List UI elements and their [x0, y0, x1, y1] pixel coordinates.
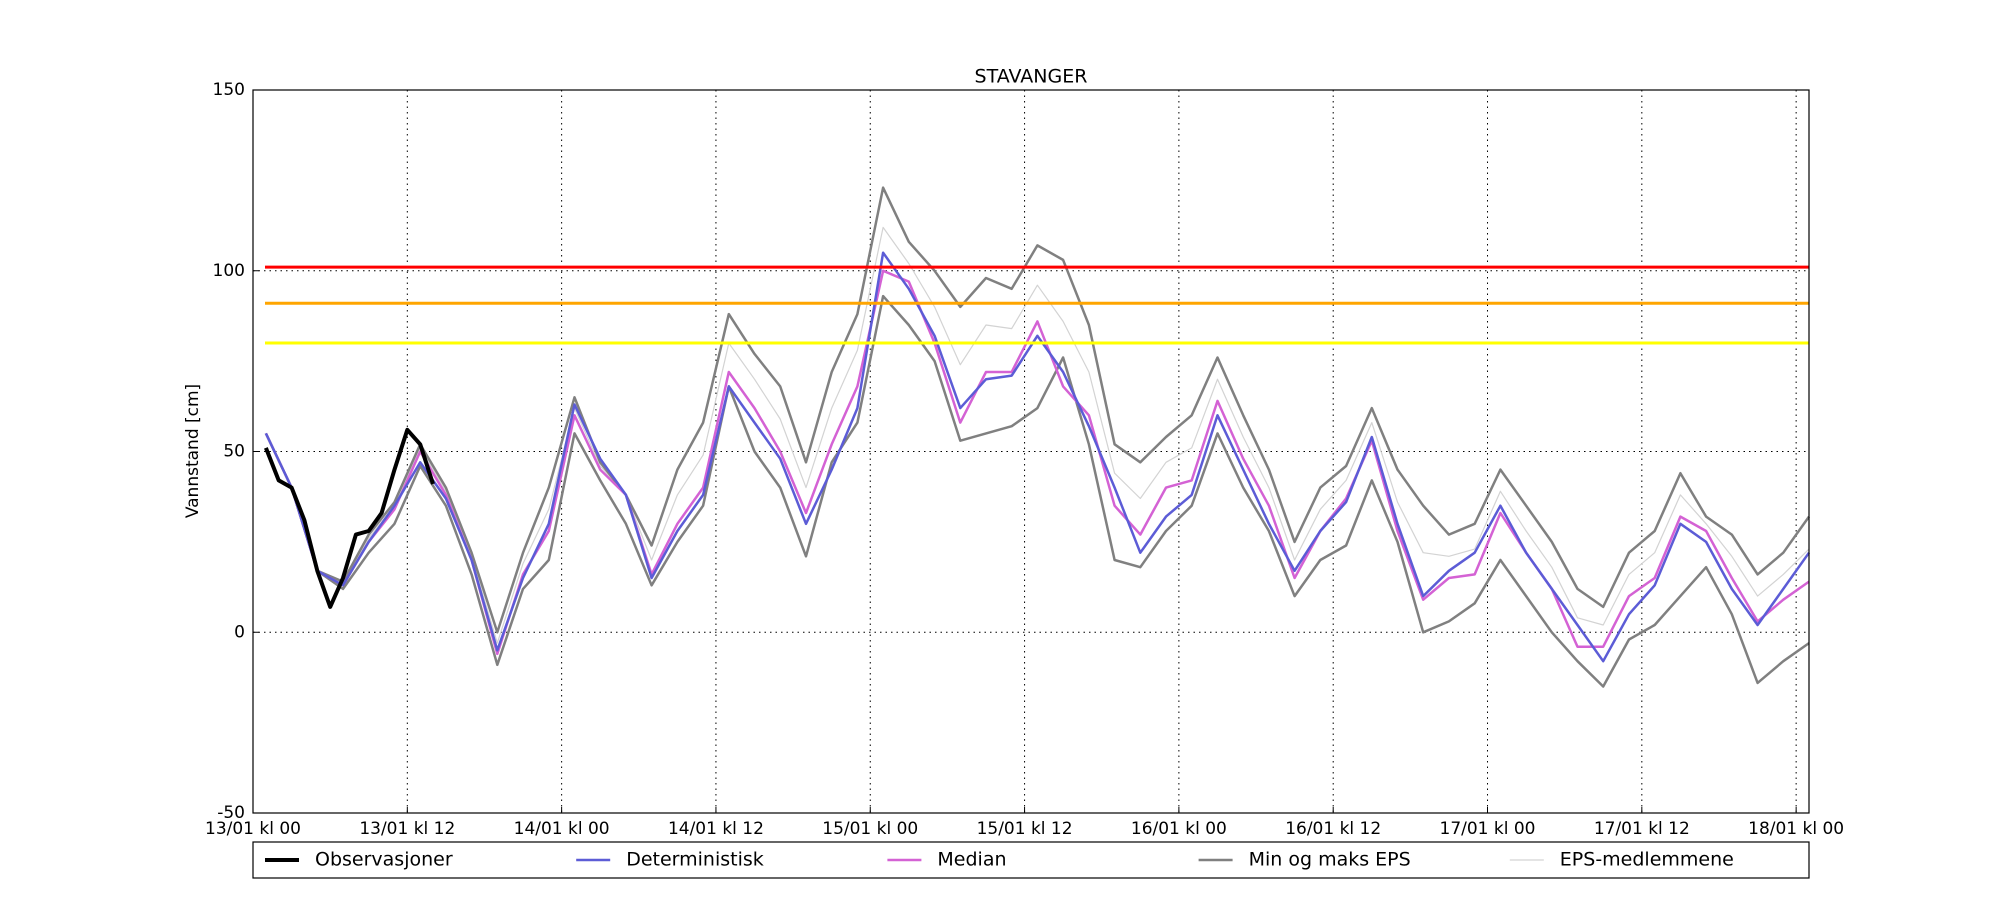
- x-tick-label: 16/01 kl 12: [1285, 819, 1381, 839]
- x-tick-label: 15/01 kl 12: [977, 819, 1073, 839]
- x-tick-label: 16/01 kl 00: [1131, 819, 1227, 839]
- max-line: [264, 186, 1811, 634]
- series-line: [264, 427, 435, 609]
- legend-label: Median: [937, 849, 1006, 871]
- legend-label: EPS-medlemmene: [1560, 849, 1734, 871]
- plot-frame: [252, 89, 1810, 814]
- y-tick-label: 100: [213, 261, 245, 281]
- legend-label: Observasjoner: [315, 849, 453, 871]
- x-tick-label: 17/01 kl 00: [1440, 819, 1536, 839]
- y-tick-label: 0: [234, 622, 245, 642]
- series-line: [265, 226, 1810, 644]
- x-tick-label: 17/01 kl 12: [1594, 819, 1690, 839]
- min-line: [264, 294, 1810, 688]
- x-tick-label: 13/01 kl 12: [359, 819, 455, 839]
- chart-title: STAVANGER: [975, 66, 1088, 88]
- x-tick-label: 18/01 kl 00: [1748, 819, 1844, 839]
- y-tick-label: 150: [213, 80, 245, 100]
- legend-label: Deterministisk: [626, 849, 764, 871]
- y-tick-label: 50: [223, 442, 245, 462]
- x-tick-label: 15/01 kl 00: [822, 819, 918, 839]
- x-tick-label: 13/01 kl 00: [205, 819, 301, 839]
- legend-label: Min og maks EPS: [1249, 849, 1411, 871]
- legend-box: [252, 841, 1810, 879]
- series-line: [264, 269, 1810, 656]
- y-axis-label: Vannstand [cm]: [183, 384, 203, 518]
- y-tick-label: -50: [217, 803, 245, 823]
- x-tick-label: 14/01 kl 00: [514, 819, 610, 839]
- series-line: [264, 251, 1811, 663]
- x-tick-label: 14/01 kl 12: [668, 819, 764, 839]
